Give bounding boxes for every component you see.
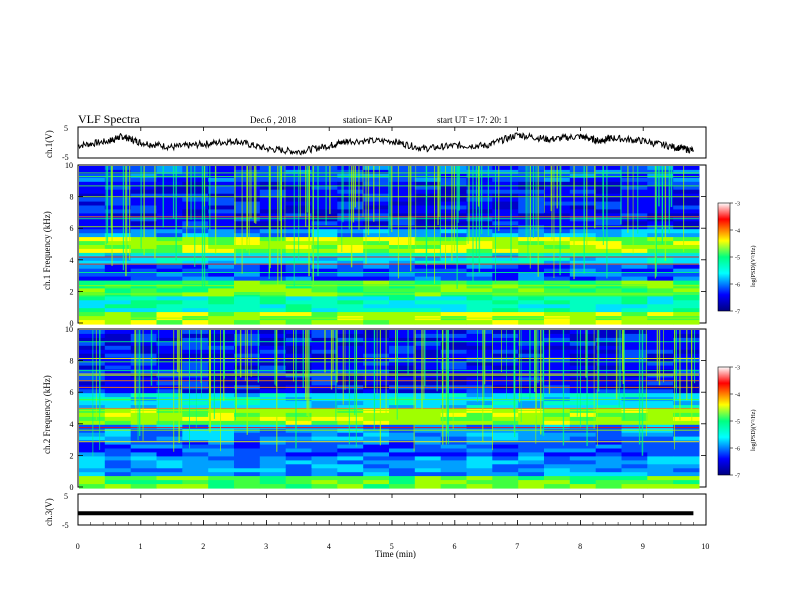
x-axis-title: Time (min) — [375, 549, 416, 559]
colorbar-1-tick-label-1: -4 — [735, 229, 740, 235]
start-time-label: start UT = 17: 20: 1 — [437, 115, 509, 125]
colorbar-2-tick-label-2: -5 — [735, 420, 740, 426]
colorbar-2: -3 -4 -5 -6 -7 log(PSD)(V²/Hz) — [717, 366, 757, 480]
colorbar-1: -3 -4 -5 -6 -7 log(PSD)(V²/Hz) — [717, 202, 757, 316]
ch1-waveform-panel: 5 -5 ch.1(V) — [44, 124, 707, 162]
colorbar-1-tick-label-2: -5 — [735, 256, 740, 262]
xtick-label-8: 8 — [578, 542, 582, 551]
xtick-label-7: 7 — [515, 542, 519, 551]
ch1-ytick-bottom: -5 — [62, 153, 69, 162]
ch2-spec-ytick-label-2: 4 — [70, 420, 74, 429]
colorbar-1-label: log(PSD)(V²/Hz) — [750, 246, 757, 287]
ch1-spec-ylabel: ch.1 Frequency (kHz) — [42, 211, 52, 290]
ch1-spec-ytick-label-2: 4 — [70, 256, 74, 265]
ch2-spec-ytick-label-3: 6 — [70, 388, 74, 397]
ch3-wave-ylabel: ch.3(V) — [44, 498, 54, 526]
ch1-wave-ylabel: ch.1(V) — [44, 130, 54, 158]
ch1-spec-ytick-label-3: 6 — [70, 224, 74, 233]
time-axis: 0 1 2 3 4 5 6 7 8 9 10 — [76, 127, 709, 551]
ch1-spectrogram-panel: 0 2 4 6 8 10 ch.1 Frequency (kHz) — [42, 161, 707, 328]
ch3-waveform-panel: 5 -5 ch.3(V) — [44, 492, 707, 530]
colorbar-1-tick-label-4: -7 — [735, 310, 740, 316]
ch1-waveform-line — [77, 132, 694, 156]
colorbar-2-tick-label-0: -3 — [735, 366, 740, 372]
ch2-spec-ytick-label-4: 8 — [70, 357, 74, 366]
xtick-label-3: 3 — [264, 542, 268, 551]
ch2-spec-ytick-label-5: 10 — [65, 325, 73, 334]
colorbar-1-tick-label-0: -3 — [735, 202, 740, 208]
xtick-label-0: 0 — [76, 542, 80, 551]
ch1-ytick-top: 5 — [64, 124, 68, 133]
colorbar-2-label: log(PSD)(V²/Hz) — [750, 410, 757, 451]
xtick-label-2: 2 — [201, 542, 205, 551]
ch2-spec-ylabel: ch.2 Frequency (kHz) — [42, 375, 52, 454]
ch1-spec-ytick-label-1: 2 — [70, 287, 74, 296]
ch2-spectrogram-image — [79, 330, 700, 489]
ch1-spec-ytick-label-4: 8 — [70, 193, 74, 202]
colorbar-2-tick-label-3: -6 — [735, 447, 740, 453]
date-label: Dec.6 , 2018 — [250, 115, 296, 125]
xtick-label-9: 9 — [641, 542, 645, 551]
chart-title: VLF Spectra — [78, 112, 140, 126]
ch1-spec-ytick-label-5: 10 — [65, 161, 73, 170]
ch1-spec-ytick-label-0: 0 — [70, 319, 74, 328]
xtick-label-10: 10 — [701, 542, 709, 551]
colorbar-1-tick-label-3: -6 — [735, 283, 740, 289]
ch2-spec-ytick-label-1: 2 — [70, 451, 74, 460]
ch1-spectrogram-image — [79, 166, 700, 325]
xtick-label-6: 6 — [453, 542, 457, 551]
ch2-spec-ytick-label-0: 0 — [70, 483, 74, 492]
xtick-label-1: 1 — [139, 542, 143, 551]
xtick-label-4: 4 — [327, 542, 331, 551]
xtick-label-5: 5 — [390, 542, 394, 551]
station-label: station= KAP — [343, 115, 393, 125]
colorbar-2-tick-label-1: -4 — [735, 393, 740, 399]
ch2-spectrogram-panel: 0 2 4 6 8 10 ch.2 Frequency (kHz) — [42, 325, 707, 492]
ch3-ytick-top: 5 — [64, 492, 68, 501]
colorbar-2-tick-label-4: -7 — [735, 474, 740, 480]
ch3-ytick-bottom: -5 — [62, 521, 69, 530]
